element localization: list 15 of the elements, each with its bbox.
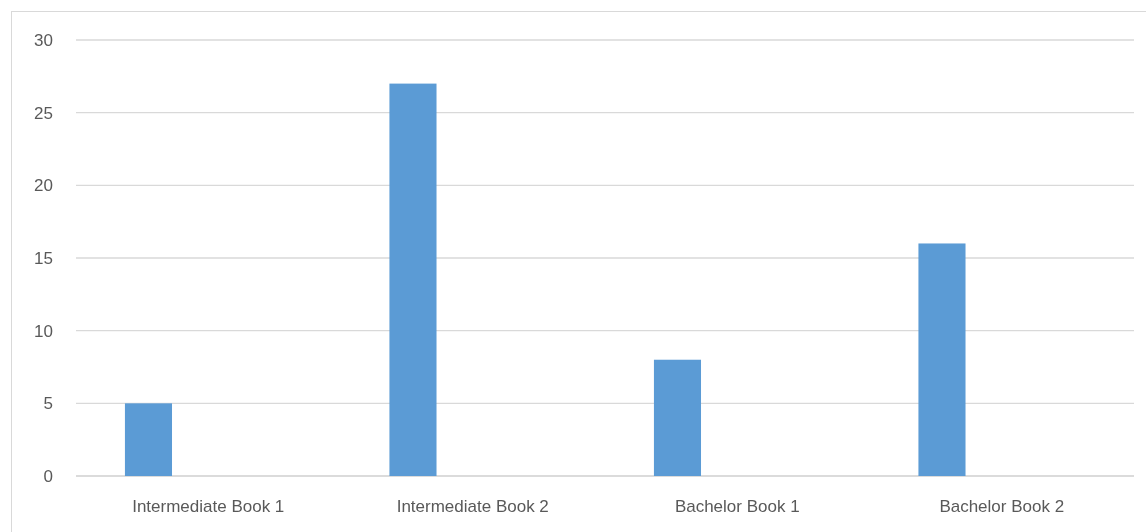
x-tick-label: Intermediate Book 2 (396, 496, 549, 516)
bar (653, 359, 702, 476)
x-tick-label: Bachelor Book 2 (939, 496, 1065, 516)
bar (389, 83, 437, 476)
bar (124, 403, 173, 476)
y-tick-label: 20 (34, 176, 53, 196)
x-tick-label: Intermediate Book 1 (132, 496, 285, 516)
y-tick-label: 5 (43, 394, 53, 414)
y-tick-label: 30 (34, 30, 53, 50)
y-tick-label: 0 (43, 466, 53, 486)
y-tick-label: 25 (34, 103, 53, 123)
y-tick-label: 15 (34, 248, 53, 268)
x-tick-label: Bachelor Book 1 (674, 496, 800, 516)
bar (918, 243, 966, 476)
y-tick-label: 10 (34, 321, 53, 341)
